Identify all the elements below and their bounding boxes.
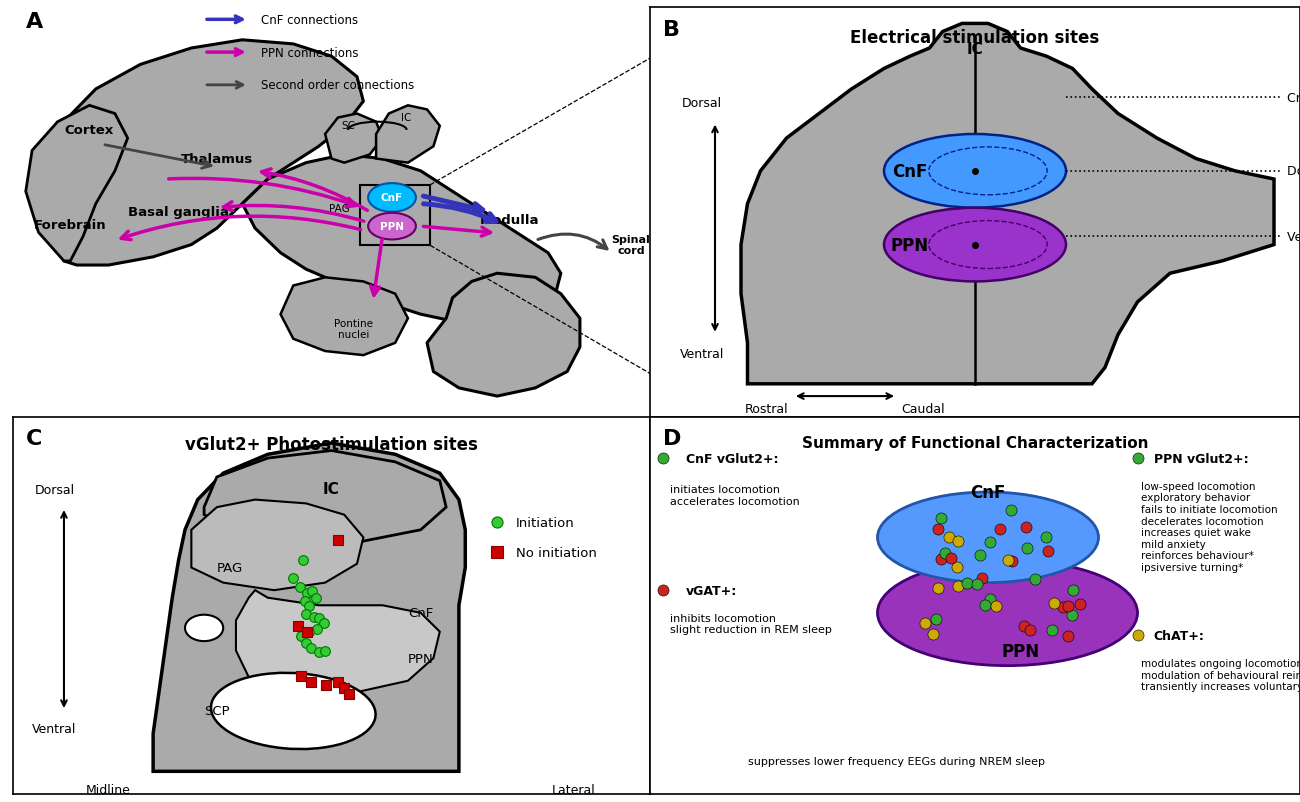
Text: Basal ganglia: Basal ganglia [129, 206, 229, 219]
Text: Electrical stimulation sites: Electrical stimulation sites [850, 29, 1100, 47]
Polygon shape [204, 451, 446, 541]
Text: PPN connections: PPN connections [261, 47, 359, 59]
Text: Dorsal: Dorsal [34, 484, 74, 496]
Text: IC: IC [324, 481, 339, 496]
Text: PPN: PPN [408, 652, 434, 665]
Ellipse shape [878, 561, 1138, 666]
Text: Pontine
nuclei: Pontine nuclei [334, 318, 373, 340]
Text: CnF: Locomotion: CnF: Locomotion [1287, 91, 1300, 104]
Polygon shape [281, 278, 408, 356]
Text: Lateral: Lateral [551, 783, 595, 796]
Text: Dorsal: Dorsal [682, 97, 722, 111]
Text: vGAT+:: vGAT+: [686, 584, 737, 597]
Text: CnF: CnF [381, 193, 403, 203]
Polygon shape [376, 106, 439, 164]
Text: PPN vGlut2+:: PPN vGlut2+: [1154, 452, 1248, 465]
Text: Caudal: Caudal [901, 403, 945, 415]
Polygon shape [426, 273, 580, 397]
Text: D: D [663, 428, 681, 448]
Polygon shape [153, 444, 465, 772]
Polygon shape [741, 24, 1274, 384]
Text: B: B [663, 20, 680, 40]
Text: vGlut2+ Photostimulation sites: vGlut2+ Photostimulation sites [185, 436, 478, 454]
Text: PPN: PPN [1001, 642, 1040, 660]
Text: IC: IC [967, 43, 983, 57]
Ellipse shape [884, 135, 1066, 209]
Text: PAG: PAG [329, 204, 350, 213]
Text: Ventral: Ventral [32, 723, 77, 735]
Text: No initiation: No initiation [516, 546, 597, 559]
Text: PPN: PPN [380, 222, 404, 232]
Text: Spinal
cord: Spinal cord [611, 234, 650, 256]
Text: C: C [26, 428, 42, 448]
Ellipse shape [185, 615, 224, 642]
Text: initiates locomotion
accelerates locomotion: initiates locomotion accelerates locomot… [670, 485, 800, 506]
Polygon shape [237, 590, 439, 692]
Text: Cortex: Cortex [65, 124, 114, 137]
Ellipse shape [878, 492, 1098, 583]
Text: Thalamus: Thalamus [181, 153, 254, 166]
Text: CnF: CnF [970, 484, 1006, 501]
Text: PAG: PAG [217, 561, 243, 574]
Text: CnF vGlut2+:: CnF vGlut2+: [686, 452, 779, 465]
Text: A: A [26, 12, 43, 32]
Polygon shape [325, 115, 382, 164]
Text: PPN: PPN [891, 237, 930, 254]
Bar [360, 185, 430, 246]
Text: Rostral: Rostral [745, 403, 789, 415]
Text: Midline: Midline [86, 783, 131, 796]
Text: modulates ongoing locomotion
modulation of behavioural reinforcement*
transientl: modulates ongoing locomotion modulation … [1141, 658, 1300, 691]
Text: ChAT+:: ChAT+: [1154, 630, 1205, 642]
Polygon shape [242, 156, 560, 323]
Text: Ventral PPN: Atonia: Ventral PPN: Atonia [1287, 231, 1300, 244]
Polygon shape [26, 106, 127, 261]
Ellipse shape [211, 673, 376, 749]
Text: Dorsal PPN: Mixed: Dorsal PPN: Mixed [1287, 165, 1300, 178]
Text: CnF: CnF [892, 163, 928, 180]
Text: SC: SC [341, 121, 355, 131]
Polygon shape [191, 500, 364, 590]
Ellipse shape [368, 213, 416, 240]
Text: inhibits locomotion
slight reduction in REM sleep: inhibits locomotion slight reduction in … [670, 613, 832, 634]
Text: Forebrain: Forebrain [34, 218, 107, 231]
Text: Summary of Functional Characterization: Summary of Functional Characterization [802, 436, 1148, 451]
Text: IC: IC [402, 112, 412, 123]
Text: CnF connections: CnF connections [261, 14, 359, 26]
Ellipse shape [884, 209, 1066, 282]
Text: suppresses lower frequency EEGs during NREM sleep: suppresses lower frequency EEGs during N… [749, 756, 1045, 766]
Ellipse shape [368, 184, 416, 213]
Text: Second order connections: Second order connections [261, 79, 415, 92]
Text: Initiation: Initiation [516, 516, 575, 529]
Text: Medulla: Medulla [480, 214, 540, 227]
Text: SCP: SCP [204, 705, 230, 718]
Polygon shape [44, 41, 364, 265]
Text: CnF: CnF [408, 606, 433, 619]
Text: low-speed locomotion
exploratory behavior
fails to initiate locomotion
decelerat: low-speed locomotion exploratory behavio… [1141, 481, 1278, 572]
Text: Ventral: Ventral [680, 347, 724, 360]
